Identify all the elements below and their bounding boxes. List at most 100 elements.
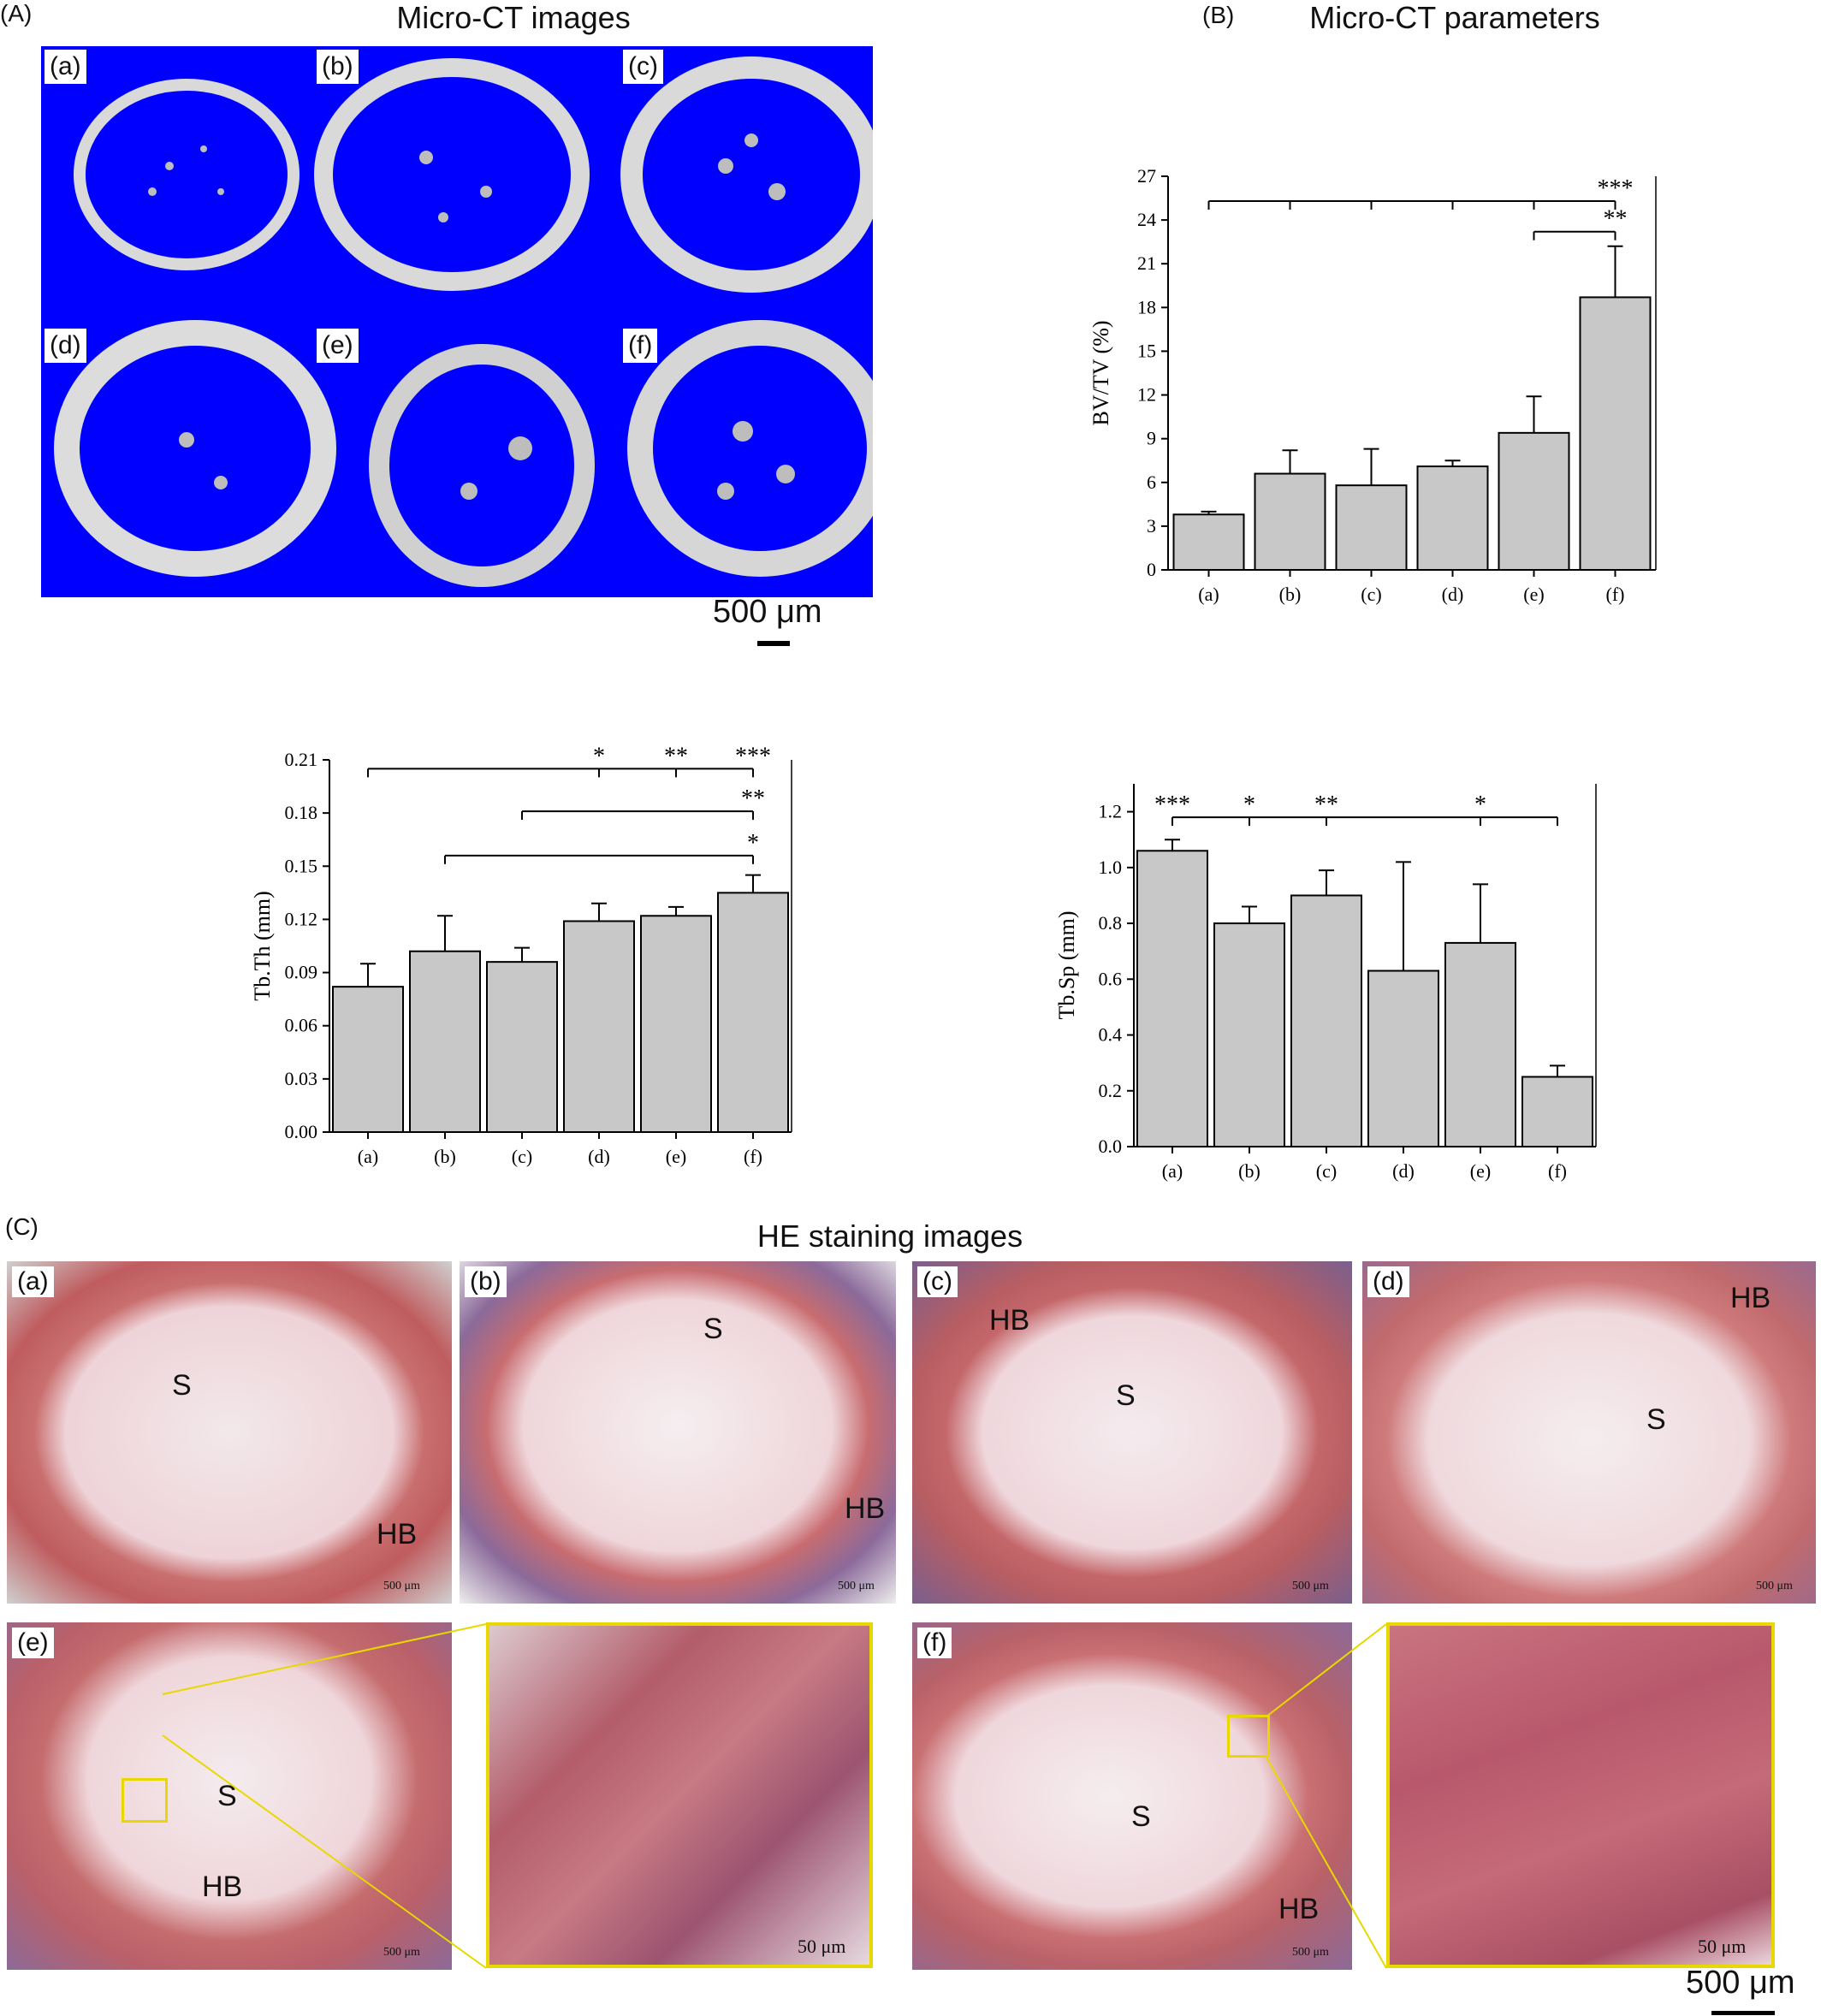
panel-a-letter: (A) [0, 0, 33, 27]
he-tile-f: (f) S HB 500 μm [912, 1622, 1352, 1970]
y-tick-label: 0.21 [285, 749, 318, 770]
he-tag-hb: HB [845, 1492, 886, 1525]
he-tile-b: (b) S HB 500 μm [460, 1261, 896, 1604]
y-tick-label: 0.09 [285, 962, 318, 983]
ct-sublabel-c: (c) [623, 50, 663, 84]
y-tick-label: 0.18 [285, 802, 318, 823]
ct-sublabel-f: (f) [623, 329, 658, 363]
he-panel-scale-text: 500 μm [1686, 1965, 1795, 2001]
ct-scale-text: 500 μm [713, 594, 822, 630]
he-tag-hb: HB [1278, 1893, 1320, 1925]
he-zoom-box [1227, 1715, 1270, 1758]
he-tag-s: S [217, 1780, 237, 1812]
he-label-e: (e) [12, 1628, 54, 1658]
bar [1444, 941, 1516, 1147]
x-tick-label: (d) [1392, 1160, 1415, 1182]
zoom-connectors [162, 1623, 1387, 1969]
x-tick-label: (b) [434, 1146, 456, 1167]
bar [1367, 969, 1439, 1147]
he-scale-b: 500 μm [838, 1580, 875, 1592]
he-label-a: (a) [12, 1266, 54, 1297]
chart-bvtv: 0 3 6 9 12 15 18 21 24 27 BV/TV (%) (a) (b) (c) (d) (e)… [1074, 137, 1724, 633]
y-tick-label: 0.12 [285, 908, 318, 929]
he-tile-c: (c) HB S 500 μm [912, 1261, 1352, 1604]
bar [409, 950, 481, 1133]
bar [717, 892, 789, 1133]
he-scale-zoom-e: 50 μm [798, 1936, 846, 1957]
he-zoom-box [122, 1778, 168, 1823]
significance-label: ** [741, 786, 765, 812]
y-tick-label: 0.4 [1099, 1024, 1123, 1046]
bar [1579, 296, 1652, 571]
ct-sublabel-d: (d) [44, 329, 86, 363]
x-tick-label: (e) [1470, 1160, 1491, 1182]
bar [1290, 894, 1362, 1147]
he-scale-a: 500 μm [383, 1580, 420, 1592]
x-tick-label: (e) [666, 1146, 686, 1167]
y-tick-label: 1.2 [1099, 801, 1123, 822]
he-scale-e: 500 μm [383, 1946, 420, 1959]
ct-sublabel-a: (a) [44, 50, 86, 84]
y-tick-label: 18 [1137, 296, 1156, 317]
micro-ct-specimens [54, 56, 893, 587]
x-tick-label: (c) [512, 1146, 532, 1167]
y-tick-label: 27 [1137, 165, 1156, 187]
bar [1213, 922, 1285, 1147]
he-zoom-e: 50 μm [486, 1622, 873, 1968]
x-tick-label: (f) [1548, 1160, 1567, 1182]
he-tag-hb: HB [989, 1304, 1030, 1337]
x-tick-label: (c) [1316, 1160, 1337, 1182]
significance-label: * [1243, 792, 1255, 818]
x-tick-label: (e) [1523, 584, 1544, 605]
y-tick-label: 0.15 [285, 855, 318, 876]
x-tick-label: (d) [1442, 584, 1464, 605]
y-tick-label: 21 [1137, 252, 1156, 274]
y-tick-label: 9 [1147, 428, 1156, 449]
panel-a-title: Micro-CT images [396, 0, 631, 35]
he-scale-f: 500 μm [1292, 1946, 1329, 1959]
y-tick-label: 1.0 [1099, 857, 1123, 878]
panel-b-letter: (B) [1202, 2, 1235, 28]
x-tick-label: (b) [1279, 584, 1302, 605]
y-tick-label: 0.0 [1099, 1135, 1123, 1157]
y-tick-label: 0.03 [285, 1068, 318, 1089]
significance-label: * [593, 743, 605, 769]
he-tag-hb: HB [377, 1518, 418, 1551]
he-tag-s: S [1116, 1379, 1136, 1412]
he-label-c: (c) [917, 1266, 958, 1297]
y-tick-label: 0.8 [1099, 912, 1123, 934]
he-label-b: (b) [465, 1266, 507, 1297]
bar [640, 915, 712, 1133]
he-tag-hb: HB [1730, 1282, 1771, 1314]
significance-label: * [747, 830, 759, 857]
y-tick-label: 0 [1147, 559, 1156, 580]
bar [332, 986, 404, 1133]
micro-ct-image: (a) (b) (c) (d) (e) (f) [41, 46, 893, 597]
x-tick-label: (c) [1361, 584, 1381, 605]
he-scale-d: 500 μm [1756, 1580, 1793, 1592]
y-tick-label: 0.06 [285, 1015, 318, 1036]
he-tag-s: S [172, 1369, 192, 1402]
y-tick-label: 15 [1137, 340, 1156, 361]
significance-label: ** [1314, 792, 1338, 818]
chart-tbsp: 0.0 0.2 0.4 0.6 0.8 1.0 1.2 Tb.Sp (mm) (a) (b) (c)… [1040, 753, 1699, 1189]
panel-b-title: Micro-CT parameters [1309, 0, 1600, 35]
x-tick-label: (d) [588, 1146, 610, 1167]
bar [1498, 431, 1570, 571]
bar [1136, 850, 1208, 1148]
he-zoom-f: 50 μm [1386, 1622, 1775, 1968]
he-label-d: (d) [1367, 1266, 1409, 1297]
significance-label: ** [1604, 206, 1628, 233]
x-tick-label: (b) [1238, 1160, 1260, 1182]
y-tick-label: 12 [1137, 384, 1156, 406]
he-tile-a: (a) S HB 500 μm [7, 1261, 452, 1604]
bar [563, 920, 635, 1133]
bar [1416, 465, 1489, 572]
ct-scale-bar [757, 641, 790, 646]
bar [1254, 472, 1326, 571]
he-tag-s: S [703, 1313, 723, 1345]
x-tick-label: (f) [744, 1146, 762, 1167]
significance-label: *** [1154, 792, 1190, 818]
he-tag-s: S [1131, 1800, 1151, 1833]
bar [486, 961, 558, 1133]
